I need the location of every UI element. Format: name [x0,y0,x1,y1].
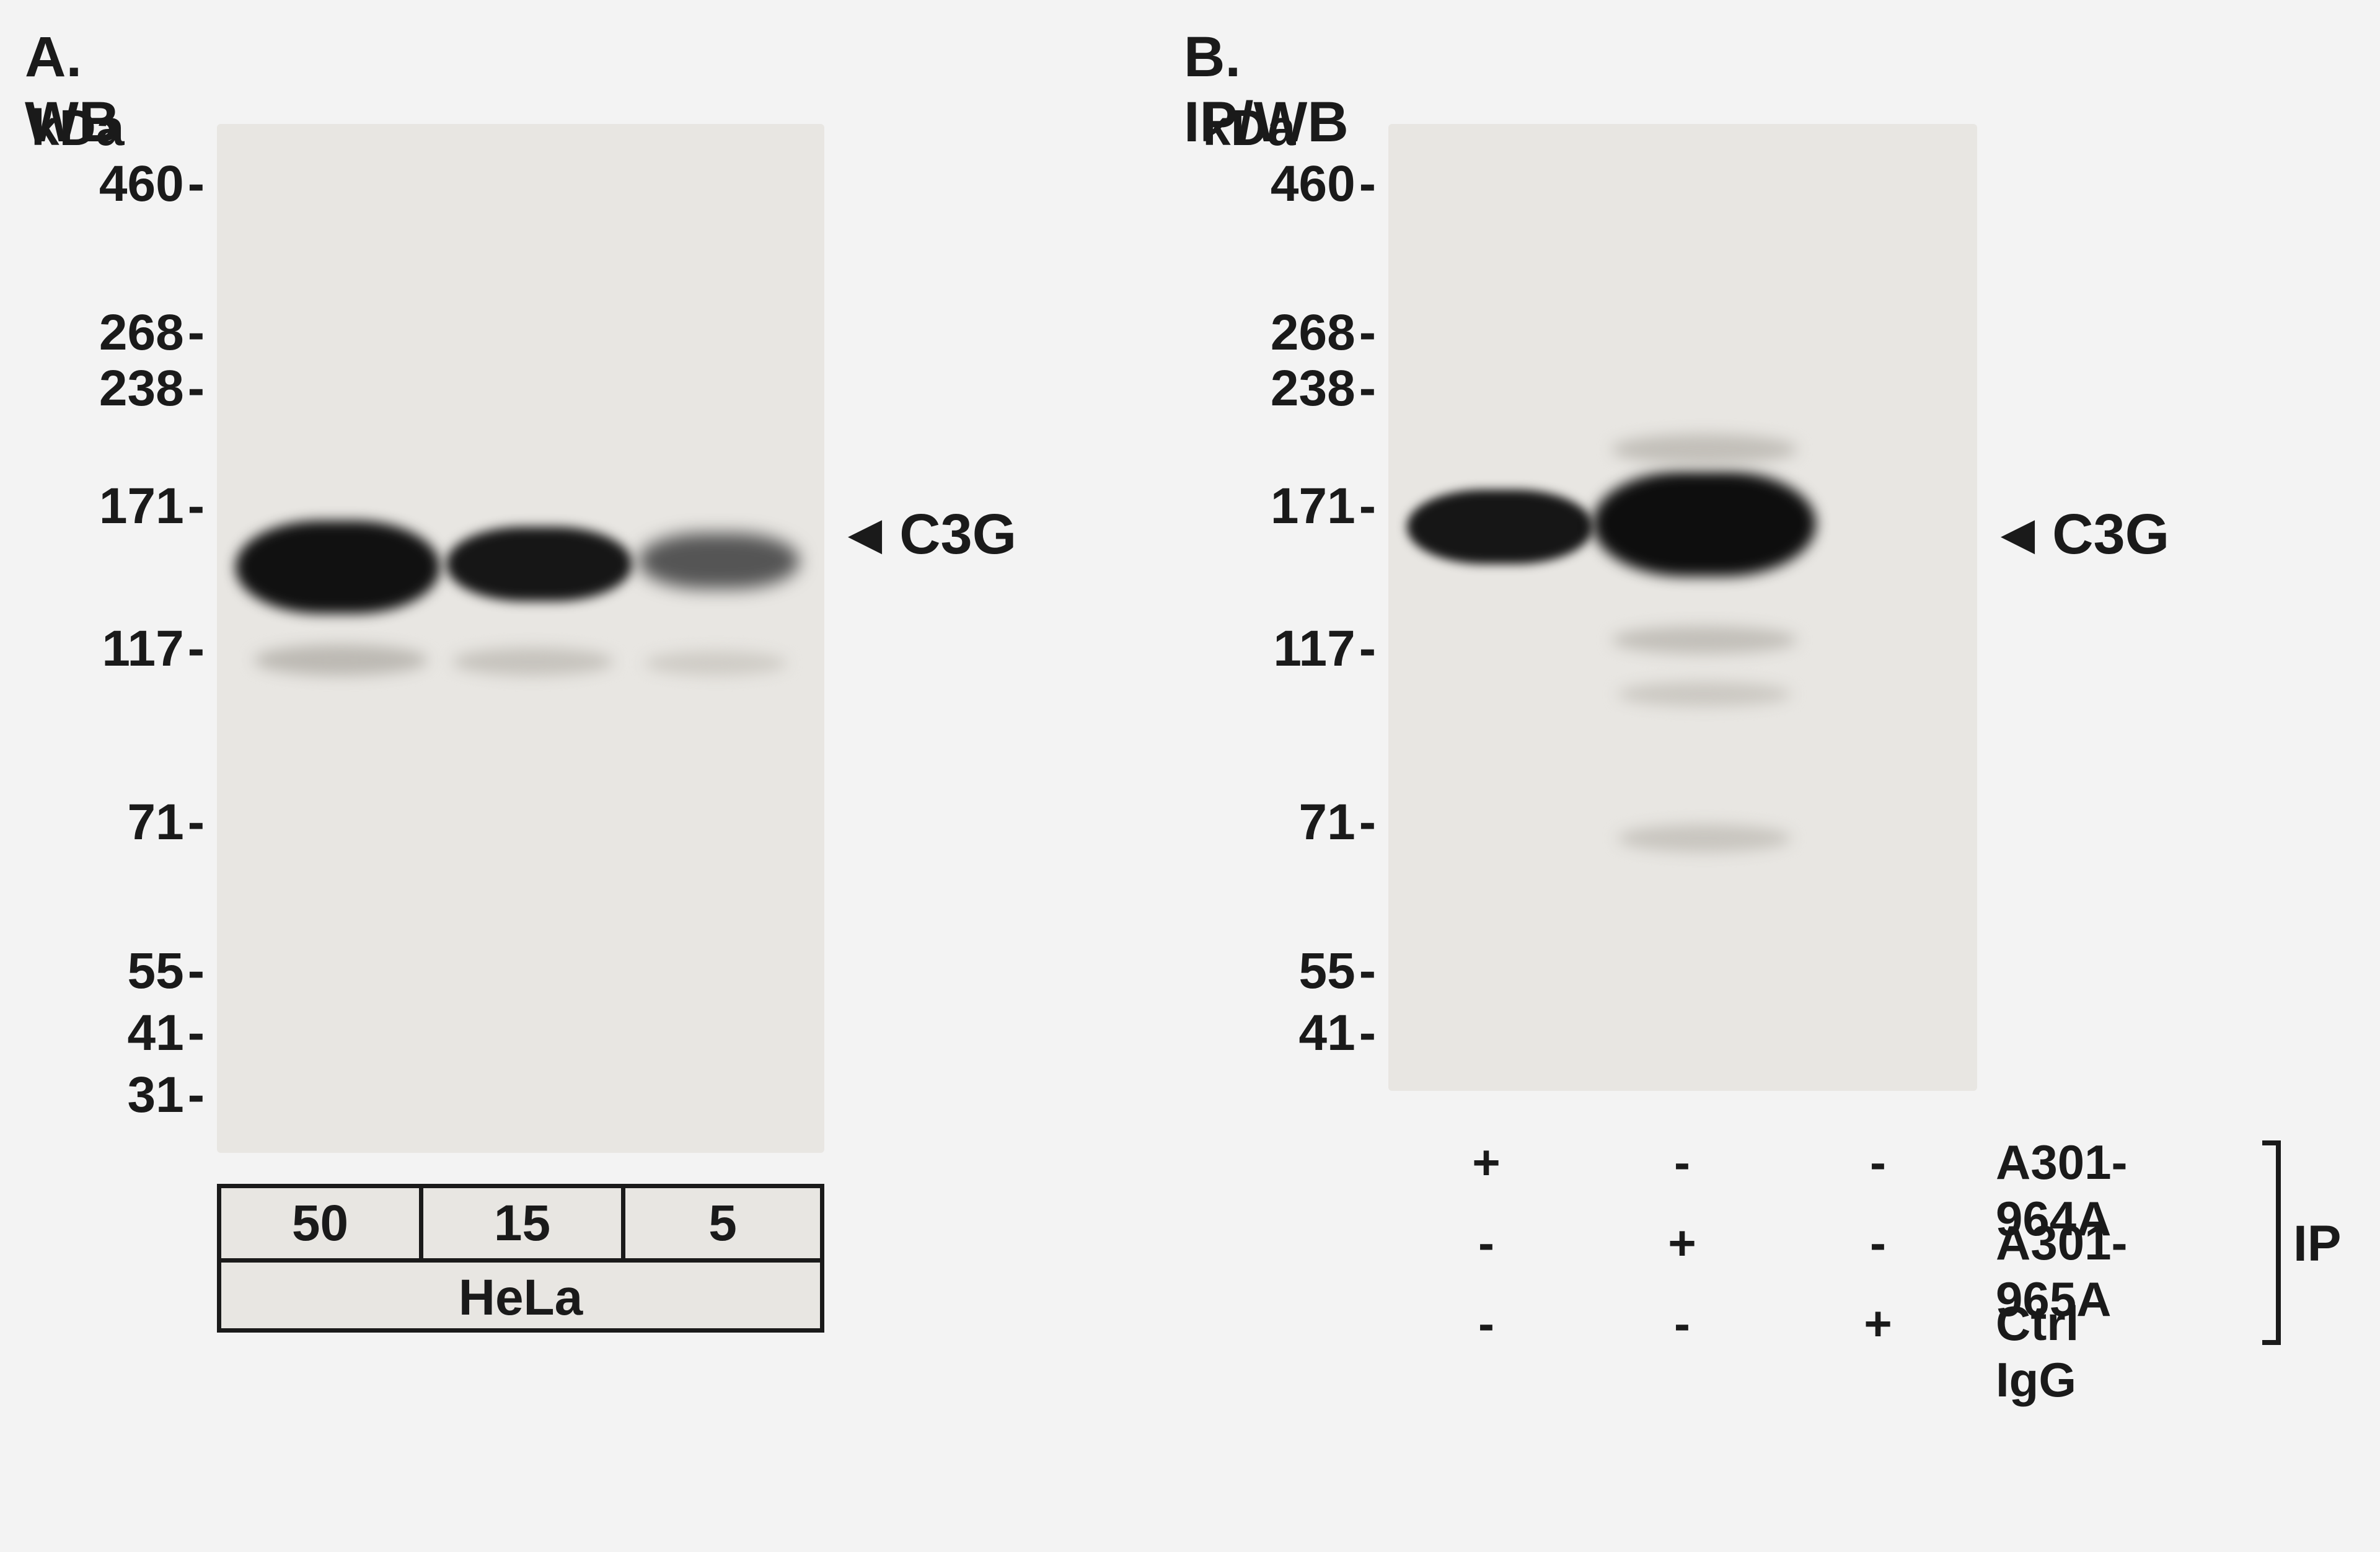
ip-r0c0: + [1388,1134,1584,1191]
marker-a-3: 171- [25,477,205,536]
lane-box-a: 50 15 5 HeLa [217,1184,824,1333]
marker-a-5: 71- [25,793,205,852]
lane-2: 5 [625,1188,820,1258]
marker-b-5: 71- [1196,793,1376,852]
marker-a-1: 268- [25,304,205,362]
band [1593,471,1816,576]
figure-root: A. WB kDa 460- 268- 238- 171- 117- 71- 5… [25,25,2355,1527]
panel-a-ylabel: kDa [31,99,124,157]
arrow-b: ◄ C3G [1990,502,2169,567]
marker-a-4: 117- [25,620,205,678]
arrow-left-icon: ◄ [1990,502,2046,567]
sample-a: HeLa [221,1269,820,1327]
faint-band [645,651,787,676]
marker-b-2: 238- [1196,359,1376,418]
marker-b-3: 171- [1196,477,1376,536]
arrow-a: ◄ C3G [837,502,1016,567]
marker-b-6: 55- [1196,942,1376,1000]
marker-b-0: 460- [1196,155,1376,213]
panel-b-ylabel: kDa [1202,99,1295,157]
faint-band [254,645,428,676]
arrow-label-b: C3G [2052,502,2169,567]
band [236,521,440,614]
band [446,527,632,601]
ip-r2c0: - [1388,1295,1584,1352]
blot-b [1388,124,1977,1091]
band [638,533,800,589]
ip-r2c1: - [1584,1295,1780,1352]
arrow-label-a: C3G [899,502,1016,567]
marker-b-4: 117- [1196,620,1376,678]
faint-band [1611,434,1797,465]
ip-label-2: Ctrl IgG [1996,1295,2079,1408]
ip-r1c2: - [1780,1215,1976,1271]
ip-r0c1: - [1584,1134,1780,1191]
lane-0: 50 [221,1188,423,1258]
faint-band [1618,682,1791,707]
marker-a-6: 55- [25,942,205,1000]
marker-b-1: 268- [1196,304,1376,362]
ip-r1c1: + [1584,1215,1780,1271]
marker-a-0: 460- [25,155,205,213]
ip-big-label: IP [2293,1215,2341,1273]
marker-b-7: 41- [1196,1004,1376,1062]
ip-r2c2: + [1780,1295,1976,1352]
marker-a-8: 31- [25,1066,205,1124]
marker-a-7: 41- [25,1004,205,1062]
faint-band [1618,824,1791,852]
ip-r1c0: - [1388,1215,1584,1271]
faint-band [452,648,614,676]
marker-a-2: 238- [25,359,205,418]
arrow-left-icon: ◄ [837,502,893,567]
band [1407,490,1593,564]
lane-1: 15 [423,1188,625,1258]
ip-r0c2: - [1780,1134,1976,1191]
ip-bracket [2262,1140,2281,1345]
blot-a [217,124,824,1153]
faint-band [1611,626,1797,654]
